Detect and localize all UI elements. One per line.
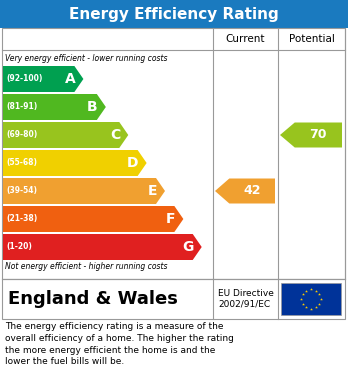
Text: (1-20): (1-20) <box>6 242 32 251</box>
Text: C: C <box>110 128 120 142</box>
Bar <box>2 279 345 319</box>
Text: D: D <box>127 156 139 170</box>
Polygon shape <box>3 150 147 176</box>
Polygon shape <box>215 179 275 203</box>
Text: Potential: Potential <box>288 34 334 44</box>
Text: (39-54): (39-54) <box>6 187 37 196</box>
Bar <box>0 0 348 28</box>
Polygon shape <box>3 206 183 232</box>
Text: G: G <box>182 240 194 254</box>
Text: (69-80): (69-80) <box>6 131 37 140</box>
Text: (55-68): (55-68) <box>6 158 37 167</box>
Polygon shape <box>3 178 165 204</box>
Text: (21-38): (21-38) <box>6 215 37 224</box>
Polygon shape <box>3 122 128 148</box>
Text: Energy Efficiency Rating: Energy Efficiency Rating <box>69 7 279 22</box>
Text: The energy efficiency rating is a measure of the
overall efficiency of a home. T: The energy efficiency rating is a measur… <box>5 322 234 366</box>
Text: Not energy efficient - higher running costs: Not energy efficient - higher running co… <box>5 262 167 271</box>
Polygon shape <box>3 234 202 260</box>
Text: B: B <box>87 100 98 114</box>
Text: Very energy efficient - lower running costs: Very energy efficient - lower running co… <box>5 54 167 63</box>
Polygon shape <box>280 122 342 147</box>
Bar <box>281 283 341 315</box>
Text: (81-91): (81-91) <box>6 102 37 111</box>
Text: Current: Current <box>226 34 265 44</box>
Text: F: F <box>166 212 175 226</box>
Polygon shape <box>3 66 84 92</box>
Text: 70: 70 <box>310 129 327 142</box>
Text: (92-100): (92-100) <box>6 75 42 84</box>
Polygon shape <box>3 94 106 120</box>
Bar <box>2 28 345 279</box>
Text: 2002/91/EC: 2002/91/EC <box>218 300 270 308</box>
Text: E: E <box>148 184 157 198</box>
Text: 42: 42 <box>243 185 261 197</box>
Text: A: A <box>65 72 76 86</box>
Text: EU Directive: EU Directive <box>218 289 274 298</box>
Text: England & Wales: England & Wales <box>8 290 178 308</box>
